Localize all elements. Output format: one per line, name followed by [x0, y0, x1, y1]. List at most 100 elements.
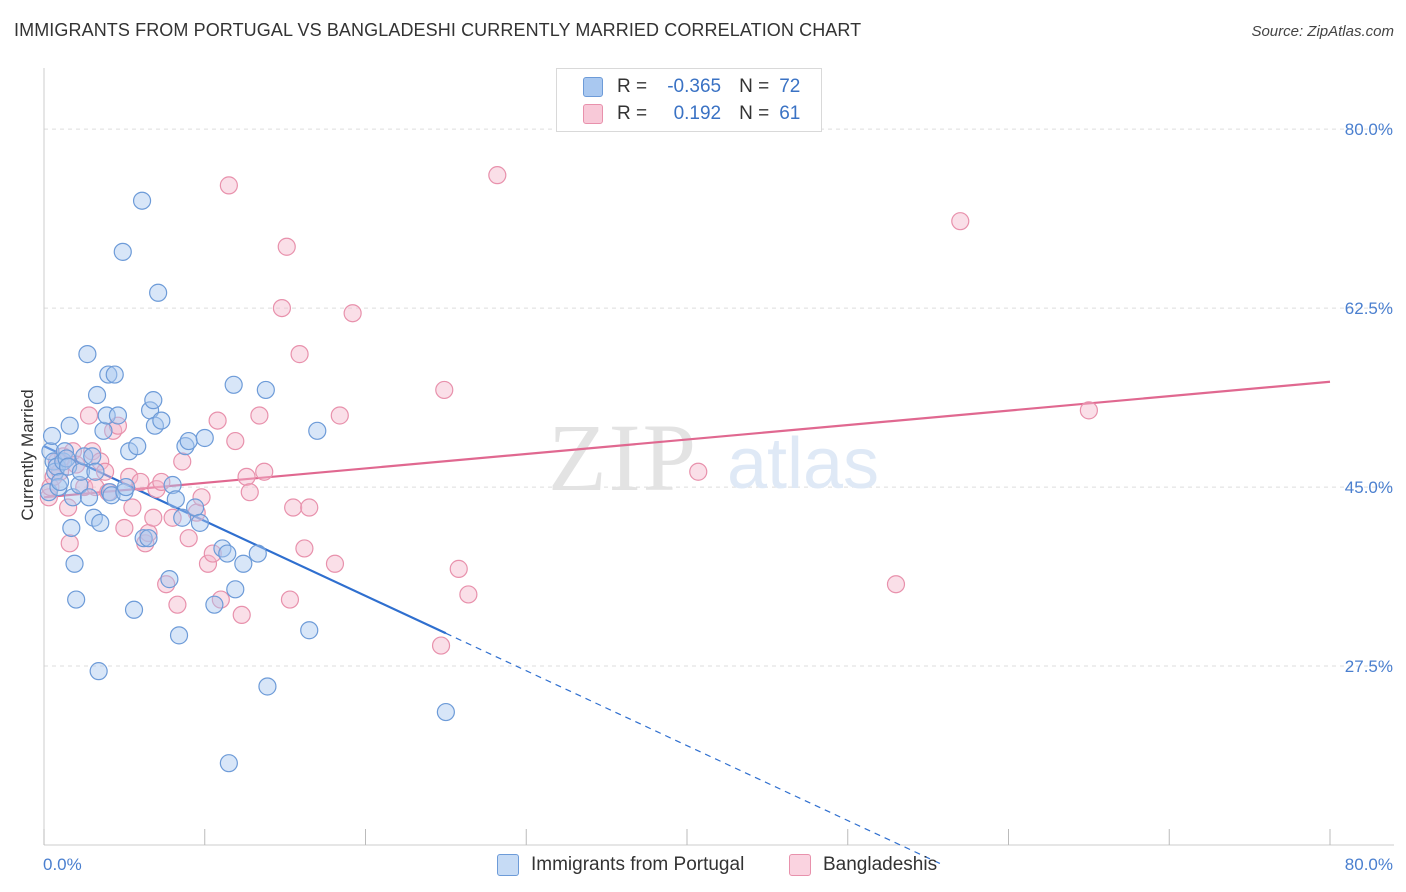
point-portugal [166, 490, 185, 509]
point-bangladeshis [203, 544, 222, 563]
point-portugal [60, 416, 79, 435]
point-portugal [62, 518, 81, 538]
point-bangladeshis [449, 559, 468, 578]
legend-n-label: N = [739, 103, 770, 124]
y-tick-label: 27.5% [1345, 657, 1393, 676]
y-tick-label: 45.0% [1345, 478, 1393, 497]
point-portugal [65, 554, 84, 573]
point-portugal [55, 442, 74, 461]
correlation-legend: R = -0.365 N = 72 R = 0.192 N = 61 [556, 68, 822, 132]
point-portugal [308, 421, 327, 440]
point-bangladeshis [290, 345, 309, 364]
point-portugal [139, 529, 158, 548]
point-bangladeshis [689, 462, 708, 481]
point-portugal [152, 411, 171, 430]
watermark: ZIP atlas [548, 404, 879, 511]
point-bangladeshis [250, 406, 269, 425]
trend-line-portugal-extension [445, 632, 945, 866]
pink-swatch [583, 104, 603, 124]
point-bangladeshis [60, 534, 79, 553]
point-bangladeshis [131, 472, 150, 492]
x-tick-label: 80.0% [1345, 855, 1393, 874]
point-portugal [195, 428, 214, 448]
point-bangladeshis [1079, 401, 1098, 420]
point-portugal [50, 472, 70, 492]
point-bangladeshis [79, 406, 99, 425]
point-portugal [70, 475, 89, 495]
bottom-legend-bangladeshis: Bangladeshis [789, 852, 937, 878]
point-portugal [42, 426, 62, 446]
grid-lines [44, 128, 1394, 667]
bottom-legend-label: Bangladeshis [823, 854, 938, 875]
point-bangladeshis [192, 488, 211, 507]
point-portugal [186, 498, 205, 517]
point-bangladeshis [208, 411, 227, 430]
point-bangladeshis [232, 605, 251, 625]
point-portugal [78, 345, 97, 364]
point-portugal [83, 447, 102, 466]
source-credit: Source: ZipAtlas.com [1251, 23, 1394, 40]
point-portugal [213, 539, 232, 558]
point-bangladeshis [219, 176, 238, 195]
point-portugal [258, 677, 277, 696]
point-bangladeshis [240, 483, 259, 502]
chart-title: IMMIGRANTS FROM PORTUGAL VS BANGLADESHI … [14, 20, 862, 40]
point-portugal [89, 662, 108, 681]
point-portugal [108, 406, 128, 425]
point-bangladeshis [144, 508, 163, 527]
point-bangladeshis [59, 498, 78, 517]
point-bangladeshis [284, 498, 303, 517]
point-bangladeshis [330, 406, 349, 425]
bottom-legend-label: Immigrants from Portugal [531, 854, 745, 875]
watermark-atlas: atlas [727, 424, 879, 504]
axes [43, 68, 1394, 846]
point-portugal [176, 437, 195, 456]
point-bangladeshis [226, 431, 245, 451]
point-portugal [218, 544, 237, 563]
point-portugal [41, 442, 60, 461]
legend-r-label: R = [617, 103, 648, 124]
point-bangladeshis [272, 299, 292, 318]
point-bangladeshis [488, 166, 507, 185]
point-bangladeshis [459, 585, 478, 604]
point-portugal [71, 462, 91, 481]
point-portugal [128, 437, 147, 456]
point-portugal [234, 554, 253, 573]
tick-labels: 27.5% 45.0% 62.5% 80.0% 0.0% 80.0% [43, 120, 1393, 874]
legend-n-label: N = [739, 76, 770, 97]
legend-row-portugal: R = -0.365 N = 72 [583, 75, 800, 99]
point-portugal [105, 365, 124, 384]
blue-swatch [497, 854, 519, 876]
point-portugal [226, 580, 245, 599]
point-bangladeshis [325, 554, 345, 573]
point-portugal [99, 365, 118, 384]
point-bangladeshis [179, 529, 198, 548]
point-bangladeshis [173, 452, 192, 471]
point-bangladeshis [295, 539, 314, 558]
point-portugal [116, 477, 136, 497]
point-portugal [205, 595, 224, 614]
point-bangladeshis [255, 462, 274, 481]
point-bangladeshis [163, 508, 182, 527]
point-portugal [149, 283, 168, 302]
legend-n-value: 72 [779, 76, 801, 97]
point-bangladeshis [123, 498, 142, 517]
bottom-legend-portugal: Immigrants from Portugal [497, 852, 744, 878]
point-bangladeshis [886, 575, 906, 594]
legend-r-value: -0.365 [667, 76, 722, 97]
legend-r-value: 0.192 [673, 103, 722, 124]
point-bangladeshis [237, 467, 256, 486]
point-portugal [79, 488, 99, 507]
point-portugal [86, 462, 105, 481]
point-portugal [67, 590, 86, 609]
point-bangladeshis [431, 636, 451, 655]
y-tick-label: 80.0% [1345, 120, 1393, 139]
point-portugal [248, 544, 267, 563]
point-bangladeshis [951, 212, 970, 231]
point-bangladeshis [115, 518, 134, 538]
point-bangladeshis [95, 462, 115, 481]
point-portugal [436, 702, 455, 722]
point-portugal [173, 508, 192, 527]
point-bangladeshis [168, 595, 187, 614]
